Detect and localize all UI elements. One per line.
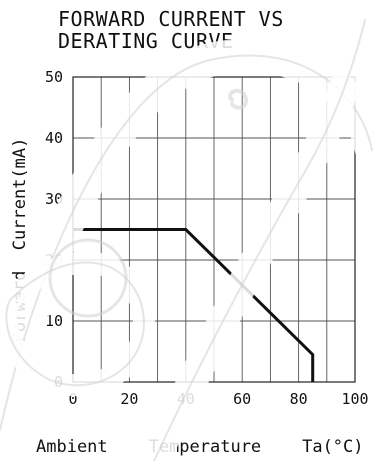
watermark-circle (48, 238, 128, 318)
x-tick-label: 0 (68, 390, 77, 408)
watermark (0, 5, 377, 466)
watermark-outline (150, 19, 366, 466)
x-axis-label: Ambient Temperature Ta(°C) (36, 437, 364, 457)
x-tick-label: 100 (341, 390, 368, 408)
y-tick-label: 40 (45, 129, 63, 147)
watermark-hook (228, 88, 249, 110)
x-tick-label: 20 (120, 390, 138, 408)
x-tick-label: 80 (290, 390, 308, 408)
watermark-outline (5, 261, 145, 387)
chart-title-line: FORWARD CURRENT VS (58, 7, 284, 31)
y-tick-label: 10 (45, 312, 63, 330)
y-tick-label: 50 (45, 68, 63, 86)
x-tick-label: 60 (233, 390, 251, 408)
